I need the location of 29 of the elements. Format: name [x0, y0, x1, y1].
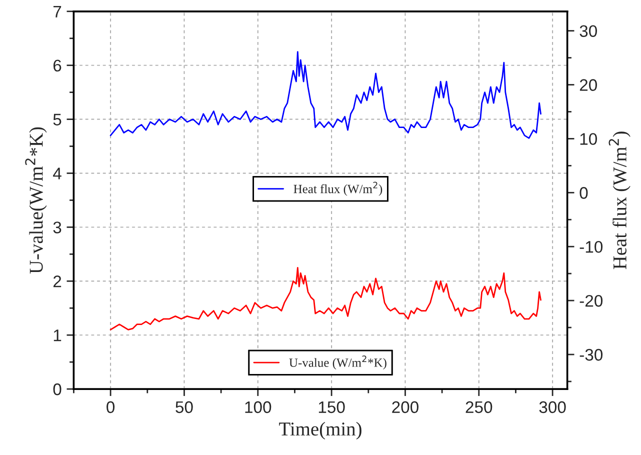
y-tick-label: 6	[53, 60, 62, 72]
line-series	[110, 51, 542, 139]
y2-tick-label: 20	[580, 79, 597, 91]
y2-axis-title: Heat flux (W/m$^{2}$)	[608, 132, 630, 270]
y2-tick-label: 0	[580, 187, 588, 199]
y2-tick-label: 10	[580, 133, 597, 145]
x-tick-label: 200	[392, 401, 418, 414]
x-tick-label: 300	[539, 401, 566, 414]
x-tick-label: 250	[466, 401, 492, 414]
y-tick-label: 3	[53, 222, 62, 234]
y-tick-label: 7	[53, 6, 62, 18]
legend-label: Heat flux (W/m$^{2}$)	[294, 182, 382, 196]
y-tick-label: 5	[53, 114, 62, 126]
y-tick-label: 2	[53, 276, 62, 288]
line-series	[110, 266, 542, 330]
x-tick-label: 50	[176, 401, 193, 414]
y-tick-label: 0	[53, 383, 62, 396]
y-tick-label: 1	[54, 330, 62, 342]
y2-tick-label: 30	[580, 25, 597, 37]
x-tick-label: 150	[318, 401, 345, 414]
x-axis-title: Time(min)	[279, 422, 362, 440]
y2-tick-label: -20	[580, 294, 603, 307]
y2-tick-label: -10	[580, 241, 603, 253]
y-axis-title: U-value(W/m$^{2}$*K)	[25, 127, 47, 274]
x-tick-label: 0	[106, 401, 115, 414]
y-tick-label: 4	[53, 168, 62, 180]
x-tick-label: 100	[245, 401, 272, 414]
legend-label: U-value (W/m$^{2}$*K)	[289, 356, 386, 370]
y2-tick-label: -30	[580, 348, 603, 361]
